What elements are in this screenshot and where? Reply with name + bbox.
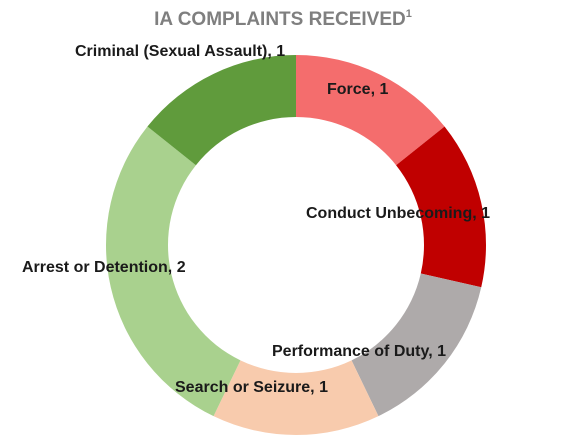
label-value: 1 [319, 379, 328, 396]
label-separator: , [168, 259, 177, 276]
label-category: Criminal (Sexual Assault) [75, 43, 267, 60]
label-category: Arrest or Detention [22, 259, 168, 276]
label-value: 1 [379, 81, 388, 98]
label-value: 1 [437, 343, 446, 360]
data-label: Conduct Unbecoming, 1 [306, 205, 490, 222]
label-category: Force [327, 81, 371, 98]
label-value: 1 [481, 205, 490, 222]
donut-segment [213, 360, 379, 435]
data-label: Search or Seizure, 1 [175, 379, 328, 396]
title-footnote: 1 [406, 8, 412, 20]
data-label: Arrest or Detention, 2 [22, 259, 186, 276]
label-separator: , [267, 43, 276, 60]
data-label: Performance of Duty, 1 [272, 343, 446, 360]
label-category: Conduct Unbecoming [306, 205, 472, 222]
label-value: 1 [276, 43, 285, 60]
donut-segment [105, 126, 241, 417]
label-value: 2 [177, 259, 186, 276]
donut-segment [296, 55, 445, 166]
label-separator: , [371, 81, 380, 98]
data-label: Force, 1 [327, 81, 388, 98]
label-separator: , [310, 379, 319, 396]
chart-title: IA COMPLAINTS RECEIVED1 [154, 8, 412, 30]
title-text: IA COMPLAINTS RECEIVED [154, 9, 406, 30]
label-separator: , [428, 343, 437, 360]
data-label: Criminal (Sexual Assault), 1 [75, 43, 285, 60]
label-category: Search or Seizure [175, 379, 310, 396]
donut-segment [147, 55, 296, 166]
donut-segment [396, 126, 487, 288]
donut-segment [351, 273, 482, 417]
label-separator: , [472, 205, 481, 222]
label-category: Performance of Duty [272, 343, 429, 360]
